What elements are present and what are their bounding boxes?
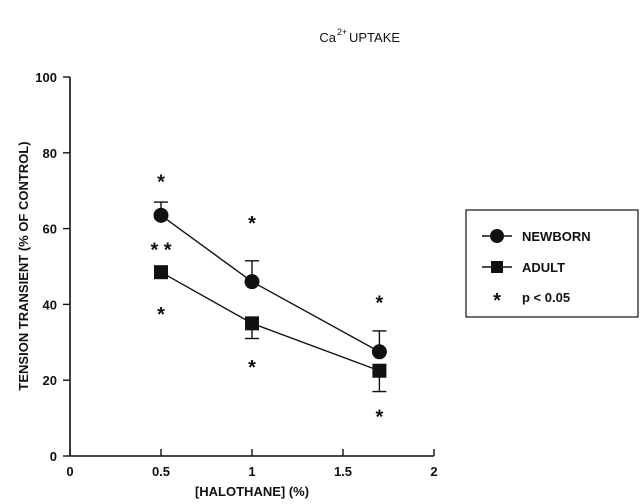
- legend-significance-symbol: *: [493, 290, 501, 312]
- x-tick-label: 2: [430, 464, 437, 479]
- x-axis-label: [HALOTHANE] (%): [195, 484, 309, 499]
- newborn-point: [244, 274, 260, 290]
- y-tick-label: 40: [43, 297, 57, 312]
- chart-title-base: Ca: [319, 30, 336, 45]
- adult-point: [372, 363, 387, 378]
- series-lines: [160, 214, 380, 372]
- legend: NEWBORN ADULT * p < 0.05: [465, 209, 639, 318]
- significance-asterisk: *: [157, 304, 165, 326]
- x-tick-label: 0: [66, 464, 73, 479]
- chart-title: Ca 2+ UPTAKE: [319, 27, 400, 45]
- y-tick-label: 20: [43, 373, 57, 388]
- markers: [153, 207, 387, 378]
- significance-asterisk: * *: [150, 240, 171, 262]
- y-tick-label: 60: [43, 222, 57, 237]
- x-tick-label: 1: [248, 464, 255, 479]
- chart-title-sup: 2+: [337, 27, 347, 37]
- adult-point: [245, 316, 259, 331]
- newborn-point: [153, 207, 169, 223]
- legend-adult-label: ADULT: [522, 260, 565, 275]
- y-tick-label: 80: [43, 146, 57, 161]
- y-axis-label: TENSION TRANSIENT (% OF CONTROL): [16, 141, 31, 390]
- newborn-point: [371, 344, 387, 360]
- adult-series-line: [160, 271, 380, 372]
- significance-asterisk: *: [376, 293, 384, 315]
- significance-asterisk: *: [248, 213, 256, 235]
- x-tick-label: 0.5: [152, 464, 170, 479]
- legend-newborn-label: NEWBORN: [522, 229, 591, 244]
- y-tick-label: 0: [50, 449, 57, 464]
- legend-newborn-marker: [490, 229, 504, 243]
- significance-asterisk: *: [248, 357, 256, 379]
- significance-asterisk: *: [376, 406, 384, 428]
- legend-adult-marker: [491, 261, 503, 273]
- significance-asterisk: *: [157, 171, 165, 193]
- x-tick-label: 1.5: [334, 464, 352, 479]
- legend-significance-label: p < 0.05: [522, 290, 570, 305]
- y-tick-label: 100: [35, 70, 57, 85]
- adult-point: [154, 265, 168, 280]
- legend-box: [465, 209, 639, 318]
- chart-title-rest: UPTAKE: [349, 30, 400, 45]
- error-bars: [154, 201, 387, 393]
- newborn-series-line: [160, 214, 380, 353]
- significance-marks: * * * * * * * *: [150, 171, 383, 428]
